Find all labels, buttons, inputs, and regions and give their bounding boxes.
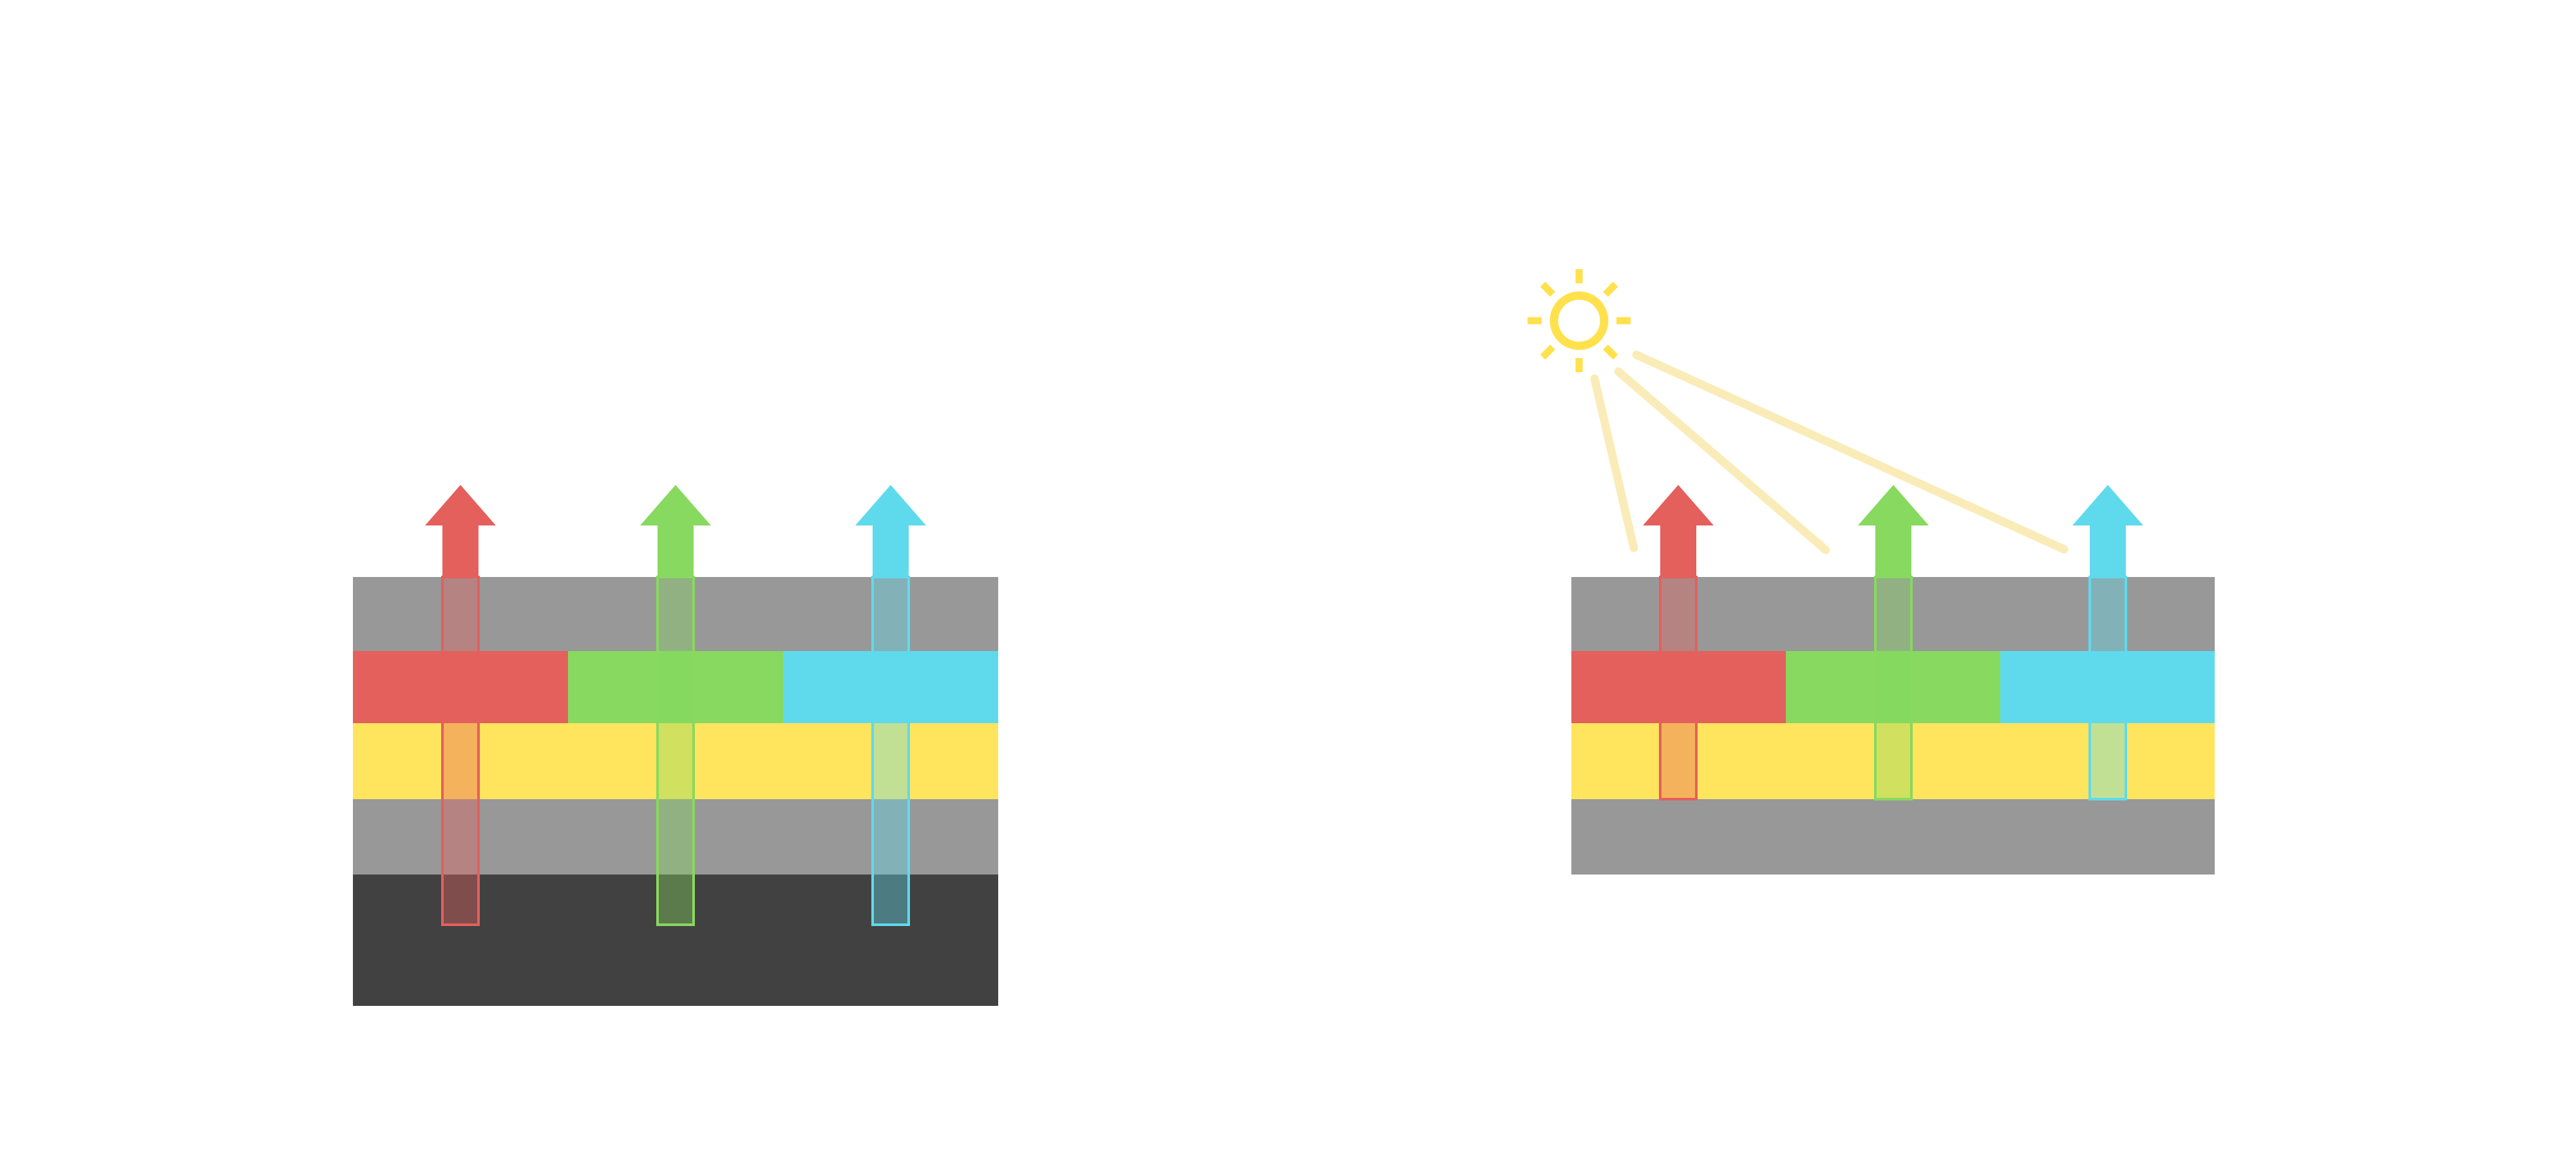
arrow-tail xyxy=(2088,576,2127,800)
arrow-tail xyxy=(871,576,910,926)
layer-dark-backing xyxy=(353,875,998,1006)
arrow-tail xyxy=(441,576,480,926)
green-light-arrow xyxy=(1858,485,1929,800)
layer-yellow xyxy=(353,723,998,799)
sun-ray xyxy=(1603,345,1618,360)
layer-stack xyxy=(353,577,998,1006)
sunbeam xyxy=(1590,374,1638,553)
arrow-head xyxy=(2072,485,2143,577)
emissive-stack-diagram xyxy=(353,485,998,1006)
sun-circle xyxy=(1549,291,1609,350)
sunbeam xyxy=(1614,367,1830,554)
arrow-tail xyxy=(1874,576,1913,800)
red-light-arrow xyxy=(425,485,496,926)
layer-gray-bottom xyxy=(353,799,998,875)
arrow-head xyxy=(1643,485,1714,577)
sun-ray xyxy=(1540,281,1555,297)
arrow-head xyxy=(855,485,926,577)
rgb-segment-red xyxy=(353,651,568,723)
rgb-segment-red xyxy=(1571,651,1786,723)
sunbeam xyxy=(1632,350,2069,554)
sun-ray xyxy=(1603,281,1618,297)
arrow-tail xyxy=(1659,576,1698,800)
green-light-arrow xyxy=(640,485,711,926)
layer-gray-top xyxy=(353,577,998,651)
rgb-segment-blue xyxy=(2000,651,2215,723)
sun-icon xyxy=(1528,269,1631,372)
arrow-head xyxy=(640,485,711,577)
sun-ray xyxy=(1540,345,1555,360)
layer-gray-bottom xyxy=(1571,799,2215,875)
layer-gray-top xyxy=(1571,577,2215,651)
blue-light-arrow xyxy=(855,485,926,926)
layer-stack xyxy=(1571,577,2215,875)
arrow-tail xyxy=(656,576,695,926)
layer-yellow xyxy=(1571,723,2215,799)
red-light-arrow xyxy=(1643,485,1714,800)
rgb-segment-blue xyxy=(783,651,998,723)
arrow-head xyxy=(425,485,496,577)
rgb-segment-green xyxy=(568,651,783,723)
arrow-head xyxy=(1858,485,1929,577)
rgb-segment-green xyxy=(1786,651,2000,723)
blue-light-arrow xyxy=(2072,485,2143,800)
sunlit-stack-diagram xyxy=(1528,269,2215,875)
